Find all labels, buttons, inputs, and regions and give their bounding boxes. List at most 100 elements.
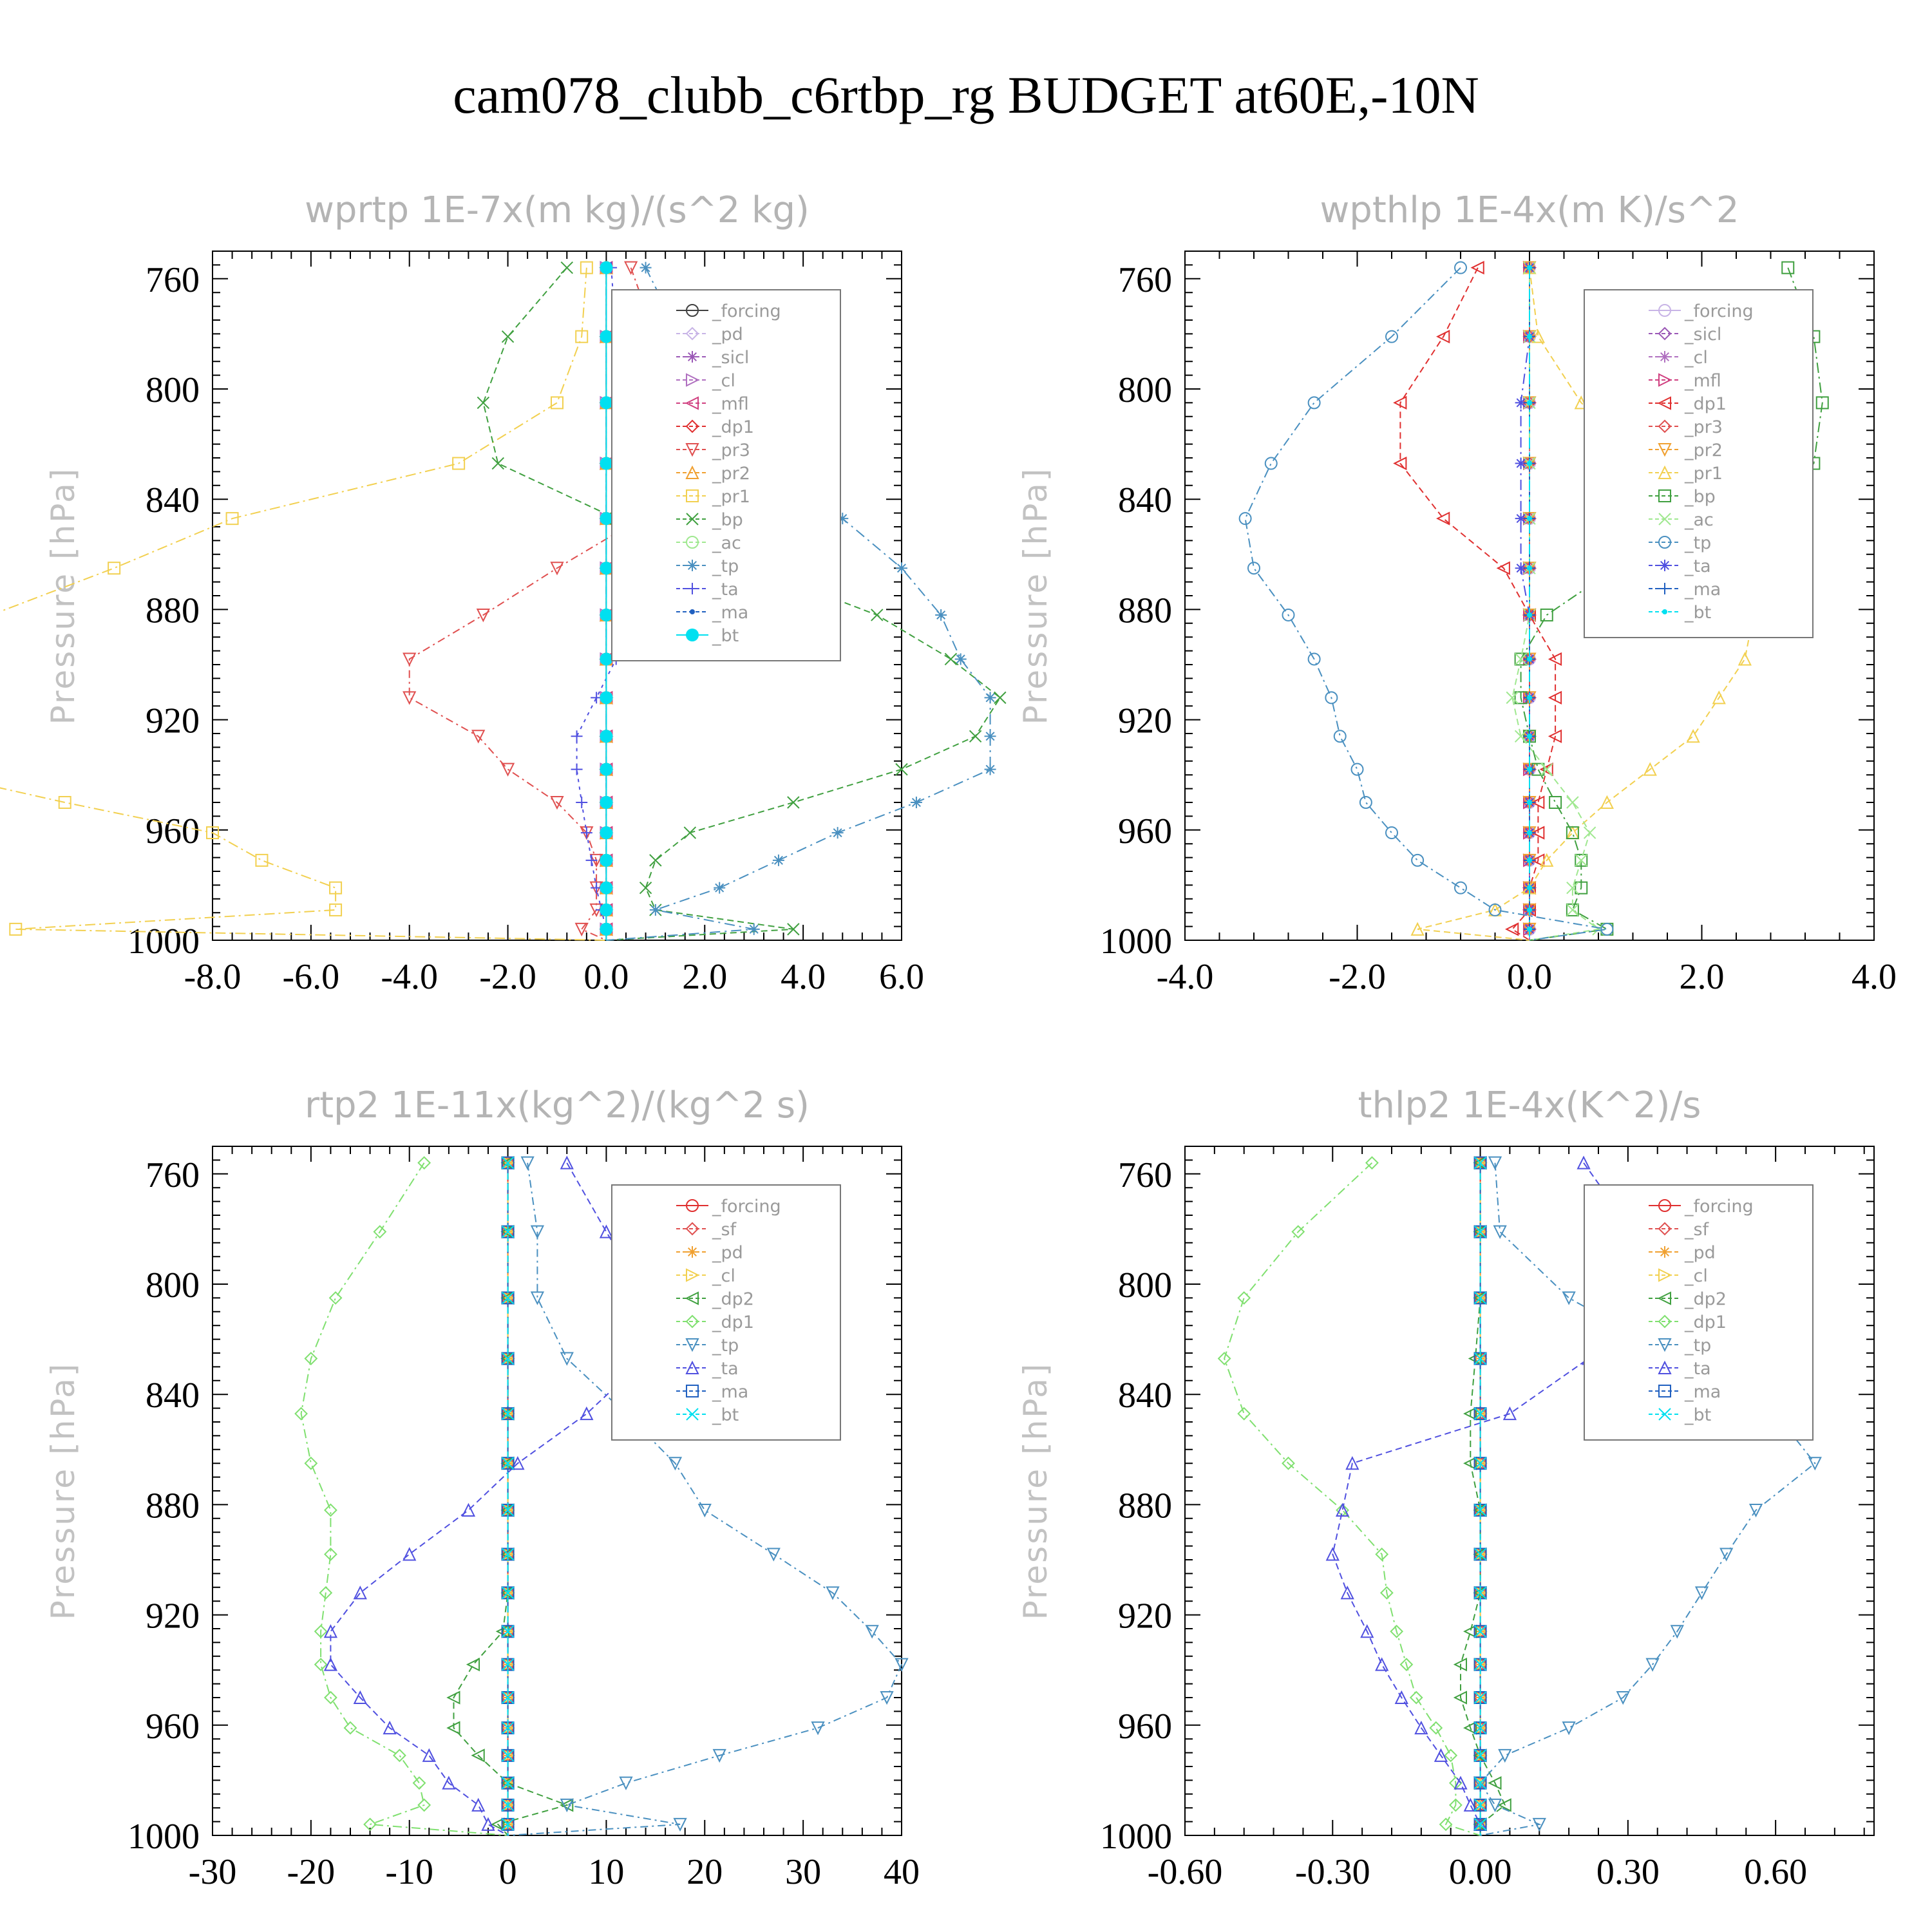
data-point xyxy=(1549,796,1562,809)
y-tick-label: 800 xyxy=(146,370,200,410)
data-point xyxy=(1600,922,1614,936)
data-point xyxy=(599,1224,614,1238)
legend-label: _ta xyxy=(712,1359,739,1379)
data-point xyxy=(422,1748,436,1762)
legend-label: _pr3 xyxy=(1684,417,1723,437)
series-bt xyxy=(1527,265,1532,940)
series-bt xyxy=(1473,1156,1487,1835)
data-point xyxy=(1748,1503,1763,1518)
data-point xyxy=(1566,796,1579,809)
data-point xyxy=(1217,1352,1231,1365)
data-point xyxy=(649,854,662,867)
data-point xyxy=(294,1406,308,1421)
axis-ticks xyxy=(212,251,902,941)
data-point xyxy=(323,1624,338,1638)
legend-box xyxy=(1584,289,1814,638)
data-point xyxy=(600,512,613,526)
data-point xyxy=(1527,830,1532,836)
legend: _forcing _sicl _cl _mfl _dp1 _pr3 _pr2 _pr1 _bp _… xyxy=(1584,289,1814,638)
x-tick-label: 0.0 xyxy=(1507,957,1552,997)
series-line xyxy=(1224,1162,1481,1836)
data-point xyxy=(373,1225,387,1239)
data-point xyxy=(1247,562,1260,575)
data-point xyxy=(954,653,967,665)
legend-marker xyxy=(685,396,699,410)
legend-marker xyxy=(1658,1338,1672,1352)
data-point xyxy=(383,1720,397,1735)
legend-marker xyxy=(1658,465,1672,479)
y-tick-label: 960 xyxy=(1118,811,1172,851)
data-point xyxy=(1781,261,1795,274)
legend-label: _cl xyxy=(712,1266,735,1286)
data-point xyxy=(1514,652,1528,666)
legend-label: _dp1 xyxy=(1684,1312,1727,1332)
data-point xyxy=(560,1155,574,1170)
data-point xyxy=(1436,511,1450,526)
data-point xyxy=(1393,456,1407,471)
data-point xyxy=(1340,1586,1354,1600)
y-tick-label: 920 xyxy=(146,701,200,741)
legend-entry: _pr2 xyxy=(1649,440,1723,460)
legend-entry: _ac xyxy=(1649,510,1714,530)
legend-entry: _ma xyxy=(676,603,748,623)
legend-label: _tp xyxy=(712,1336,739,1356)
data-point xyxy=(500,762,515,777)
legend-entry: _bt xyxy=(676,1405,739,1425)
series-line xyxy=(1244,267,1607,941)
data-point xyxy=(600,608,613,621)
data-point xyxy=(501,1291,515,1305)
legend-label: _sicl xyxy=(712,348,749,368)
data-point xyxy=(1502,1406,1517,1421)
x-tick-label: 0.00 xyxy=(1449,1852,1512,1892)
y-axis-label: Pressure [hPa] xyxy=(1017,467,1054,725)
data-point xyxy=(329,903,343,916)
data-point xyxy=(491,457,504,470)
series-line xyxy=(0,267,607,941)
data-point xyxy=(1488,903,1502,916)
data-point xyxy=(501,1225,515,1238)
legend-marker xyxy=(685,1360,699,1374)
legend-label: _dp1 xyxy=(712,417,754,437)
data-point xyxy=(501,1625,515,1638)
data-point xyxy=(329,881,343,895)
x-tick-label: -6.0 xyxy=(283,957,340,997)
y-axis-label: Pressure [hPa] xyxy=(44,467,82,725)
legend-label: _bt xyxy=(712,1405,739,1425)
legend-entry: _pd xyxy=(676,1243,743,1263)
legend-marker xyxy=(1658,513,1671,526)
data-point xyxy=(1531,795,1545,810)
series-tp xyxy=(606,261,996,941)
series-dp1 xyxy=(294,1156,508,1836)
data-point xyxy=(1540,608,1553,621)
data-point xyxy=(501,1407,515,1420)
data-point xyxy=(837,513,849,525)
data-point xyxy=(501,1457,515,1470)
data-point xyxy=(501,1658,515,1671)
legend-entry: _dp2 xyxy=(1649,1289,1727,1309)
data-point xyxy=(501,1798,515,1812)
legend-label: _ma xyxy=(1684,580,1721,600)
data-point xyxy=(314,1624,328,1638)
data-point xyxy=(1527,400,1532,406)
chart-panel-3: rtp2 1E-11x(kg^2)/(kg^2 s) Pressure [hPa]… xyxy=(44,1084,920,1892)
data-point xyxy=(1515,397,1527,409)
data-point xyxy=(1448,1798,1463,1812)
legend-entry: _bt xyxy=(1649,1405,1711,1425)
series-bt xyxy=(501,1156,515,1835)
data-point xyxy=(600,903,613,916)
legend-marker xyxy=(1658,1360,1672,1374)
data-point xyxy=(1583,826,1596,839)
data-point xyxy=(1548,729,1562,743)
data-point xyxy=(1527,926,1532,932)
legend-marker xyxy=(1659,351,1671,363)
legend-label: _bt xyxy=(1684,603,1711,623)
data-point xyxy=(1527,734,1532,739)
legend-marker xyxy=(1658,419,1672,433)
y-axis-label: Pressure [hPa] xyxy=(44,1362,82,1620)
y-tick-label: 840 xyxy=(146,480,200,520)
legend-label: _dp2 xyxy=(712,1289,754,1309)
data-point xyxy=(1527,516,1532,522)
x-tick-label: 10 xyxy=(588,1852,624,1892)
data-point xyxy=(1375,1548,1389,1561)
data-point xyxy=(560,1352,574,1366)
